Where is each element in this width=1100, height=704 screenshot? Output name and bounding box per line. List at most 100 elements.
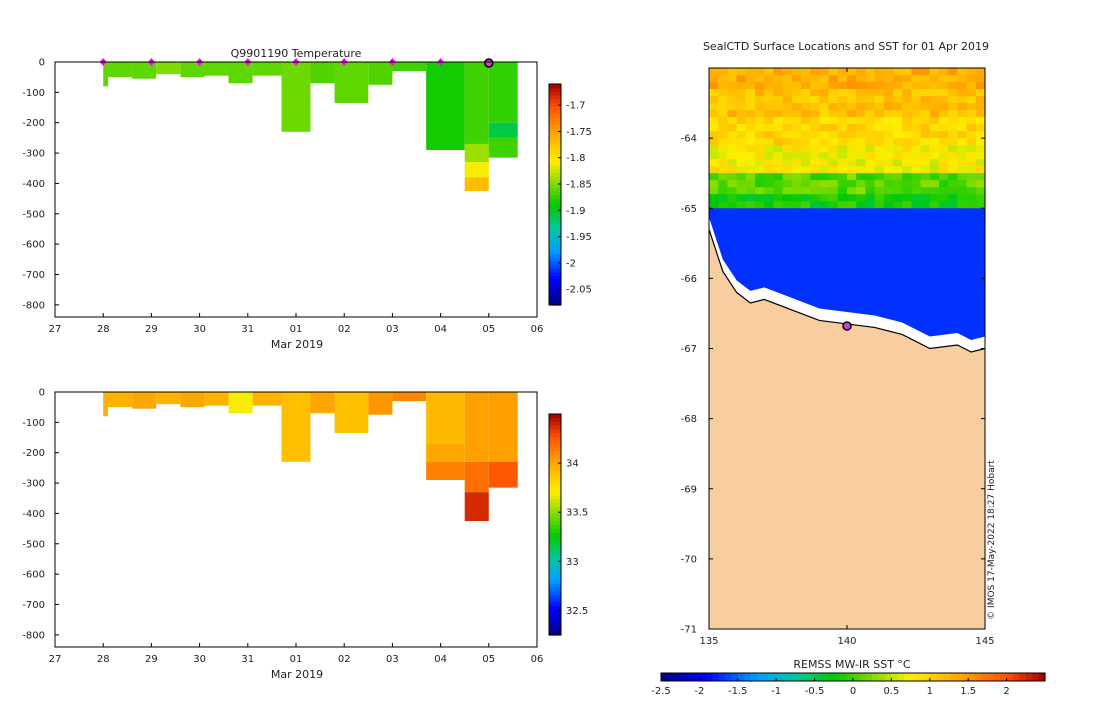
sst-cell xyxy=(736,131,747,139)
sst-cell xyxy=(902,194,912,202)
sst-cell xyxy=(920,96,931,104)
colorbar-segment xyxy=(549,286,561,291)
sst-cell xyxy=(819,68,830,76)
sst-cell xyxy=(883,180,894,188)
colorbar-segment xyxy=(808,673,816,681)
sst-cell xyxy=(966,103,977,111)
sst-cell xyxy=(902,124,912,132)
sst-cell xyxy=(709,96,719,104)
colorbar-segment xyxy=(744,673,752,681)
sst-cell xyxy=(920,180,931,188)
sst-cell xyxy=(791,131,802,139)
sst-map-panel: SealCTD Surface Locations and SST for 01… xyxy=(651,40,1046,697)
x-tick-label: 140 xyxy=(837,636,856,647)
sst-cell xyxy=(782,103,793,111)
sst-cell xyxy=(718,166,728,174)
colorbar-segment xyxy=(549,590,561,596)
sst-cell xyxy=(828,82,839,90)
sst-cell xyxy=(755,180,765,188)
sst-cell xyxy=(883,82,894,90)
sst-cell xyxy=(966,173,977,181)
sst-cell xyxy=(893,138,903,146)
colorbar-segment xyxy=(549,469,561,474)
sst-cell xyxy=(810,82,820,90)
sst-cell xyxy=(782,124,793,132)
sst-cell xyxy=(929,124,940,132)
sst-cell xyxy=(920,82,931,90)
colorbar-segment xyxy=(549,454,561,459)
sst-cell xyxy=(911,68,922,76)
sst-cell xyxy=(745,89,756,97)
colorbar-segment xyxy=(1038,673,1046,681)
colorbar-segment xyxy=(549,128,561,133)
colorbar-segment xyxy=(549,476,561,481)
sst-cell xyxy=(709,201,719,209)
sst-cell xyxy=(773,194,784,202)
profile-cell xyxy=(392,62,427,72)
sst-cell xyxy=(929,68,940,76)
sst-cell xyxy=(975,124,986,132)
sst-cell xyxy=(966,75,977,83)
sst-cell xyxy=(874,131,885,139)
sst-cell xyxy=(893,110,903,118)
sst-cell xyxy=(782,68,793,76)
sst-cell xyxy=(874,138,885,146)
sst-cell xyxy=(966,110,977,118)
sst-cell xyxy=(782,201,793,209)
sst-cell xyxy=(718,180,728,188)
sst-cell xyxy=(736,166,747,174)
sst-cell xyxy=(810,138,820,146)
sst-cell xyxy=(709,173,719,181)
sst-cell xyxy=(828,89,839,97)
sst-cell xyxy=(948,159,958,167)
sst-cell xyxy=(791,110,802,118)
colorbar-segment xyxy=(718,673,726,681)
colorbar-segment xyxy=(549,417,561,422)
y-tick-label: -300 xyxy=(22,479,45,490)
sst-cell xyxy=(948,96,958,104)
sst-cell xyxy=(883,124,894,132)
sst-cell xyxy=(902,145,912,153)
sst-cell xyxy=(745,82,756,90)
sst-cell xyxy=(856,117,866,125)
sst-cell xyxy=(709,103,719,111)
sst-cell xyxy=(745,173,756,181)
sst-cell xyxy=(773,110,784,118)
colorbar-segment xyxy=(549,216,561,221)
colorbar-segment xyxy=(549,601,561,607)
colorbar-segment xyxy=(859,673,867,681)
sst-cell xyxy=(911,194,922,202)
colorbar-segment xyxy=(549,421,561,426)
sst-cell xyxy=(939,117,949,125)
sst-cell xyxy=(957,138,968,146)
colorbar-segment xyxy=(549,271,561,277)
sst-cell xyxy=(847,89,857,97)
sst-cell xyxy=(773,166,784,174)
sst-cell xyxy=(939,82,949,90)
sst-cell xyxy=(948,138,958,146)
temperature-panel: Q9901190 Temperature 27 28 29 30 31 01 02 03 04 0… xyxy=(22,47,592,351)
sst-cell xyxy=(939,110,949,118)
sst-cell xyxy=(718,117,728,125)
sst-cell xyxy=(874,145,885,153)
sst-cell xyxy=(819,131,830,139)
salinity-panel: 27 28 29 30 31 01 02 03 04 05 06 0 -100 -200 -300 -400… xyxy=(22,388,588,682)
colorbar-segment xyxy=(757,673,764,681)
sst-cell xyxy=(755,173,765,181)
colorbar-segment xyxy=(942,673,950,681)
profile-cell xyxy=(132,392,157,409)
sst-cell xyxy=(801,138,811,146)
colorbar-segment xyxy=(549,528,561,533)
sst-cell xyxy=(865,159,876,167)
sst-cell xyxy=(865,145,876,153)
colorbar-segment xyxy=(549,220,561,225)
y-tick-label: -64 xyxy=(681,134,697,145)
sst-cell xyxy=(966,96,977,104)
antarctic-land xyxy=(709,229,985,629)
colorbar-tick-label: 33.5 xyxy=(566,508,588,519)
sst-cell xyxy=(865,166,876,174)
sst-cell xyxy=(865,187,876,195)
sst-cell xyxy=(837,194,848,202)
sst-cell xyxy=(791,159,802,167)
sst-cell xyxy=(764,117,774,125)
